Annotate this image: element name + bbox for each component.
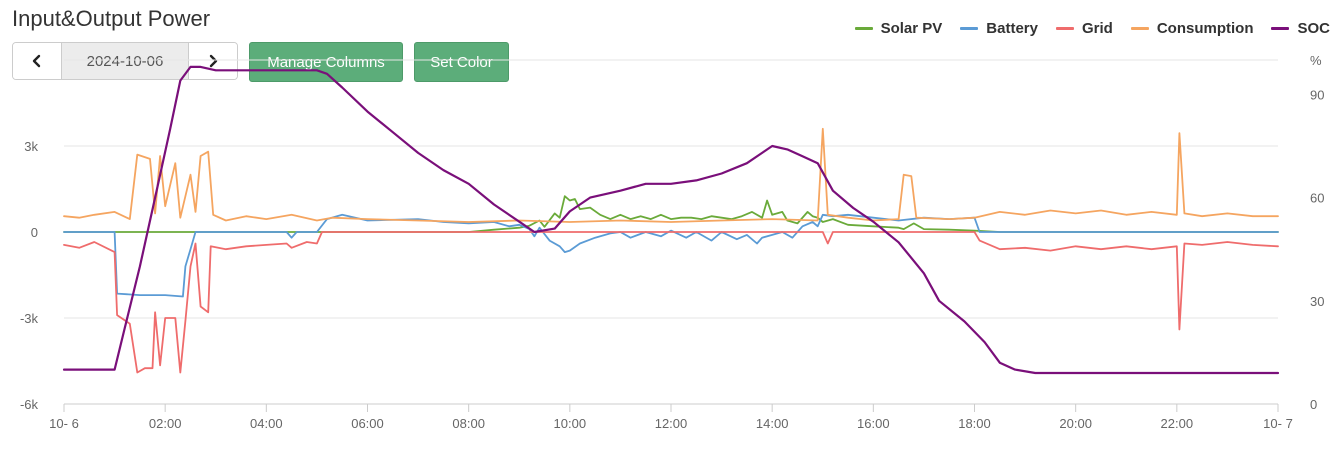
x-tick-label: 14:00 xyxy=(756,416,789,431)
legend-item-consumption[interactable]: Consumption xyxy=(1130,20,1254,37)
legend-label: SOC xyxy=(1297,20,1330,37)
legend-swatch xyxy=(854,27,873,30)
chart-legend: Solar PV Battery Grid Consumption SOC xyxy=(837,20,1330,37)
y-tick-label: -3k xyxy=(20,311,39,326)
x-tick-label: 10:00 xyxy=(554,416,587,431)
y2-tick-label: % xyxy=(1310,53,1322,68)
legend-item-grid[interactable]: Grid xyxy=(1055,20,1113,37)
y2-tick-label: 60 xyxy=(1310,191,1324,206)
legend-swatch xyxy=(960,27,979,30)
date-input[interactable]: 2024-10-06 xyxy=(61,43,189,79)
page-title: Input&Output Power xyxy=(12,6,211,31)
x-tick-label: 16:00 xyxy=(857,416,890,431)
x-tick-label: 08:00 xyxy=(452,416,485,431)
manage-columns-button[interactable]: Manage Columns xyxy=(249,42,403,82)
set-color-button[interactable]: Set Color xyxy=(414,42,509,82)
x-tick-label: 22:00 xyxy=(1161,416,1194,431)
x-tick-label: 18:00 xyxy=(958,416,991,431)
legend-swatch xyxy=(1130,27,1149,30)
next-day-button[interactable] xyxy=(189,43,237,79)
legend-item-battery[interactable]: Battery xyxy=(960,20,1038,37)
y2-tick-label: 90 xyxy=(1310,87,1324,102)
legend-label: Solar PV xyxy=(880,20,943,37)
legend-label: Consumption xyxy=(1156,20,1254,37)
x-tick-label: 20:00 xyxy=(1059,416,1092,431)
series-line-soc xyxy=(62,65,1280,375)
y-tick-label: 3k xyxy=(24,139,38,154)
date-picker: 2024-10-06 xyxy=(12,42,238,80)
x-tick-label: 12:00 xyxy=(655,416,688,431)
legend-item-soc[interactable]: SOC xyxy=(1271,20,1330,37)
series-line-solar-pv xyxy=(63,195,1279,233)
legend-swatch xyxy=(1271,27,1290,30)
legend-label: Battery xyxy=(986,20,1038,37)
series-line-grid xyxy=(63,231,1279,374)
legend-item-solar-pv[interactable]: Solar PV xyxy=(854,20,943,37)
y-tick-label: -6k xyxy=(20,397,39,412)
chevron-right-icon xyxy=(209,54,218,68)
series-line-consumption xyxy=(63,127,1279,223)
y2-tick-label: 0 xyxy=(1310,397,1317,412)
previous-day-button[interactable] xyxy=(13,43,61,79)
x-tick-label: 06:00 xyxy=(351,416,384,431)
x-tick-label: 02:00 xyxy=(149,416,182,431)
x-tick-label: 10- 7 xyxy=(1263,416,1293,431)
series-line-battery xyxy=(63,213,1279,298)
chevron-left-icon xyxy=(32,54,41,68)
legend-label: Grid xyxy=(1081,20,1113,37)
y2-tick-label: 30 xyxy=(1310,294,1324,309)
x-tick-label: 04:00 xyxy=(250,416,283,431)
x-tick-label: 10- 6 xyxy=(49,416,79,431)
legend-swatch xyxy=(1055,27,1074,30)
y-tick-label: 0 xyxy=(31,225,38,240)
